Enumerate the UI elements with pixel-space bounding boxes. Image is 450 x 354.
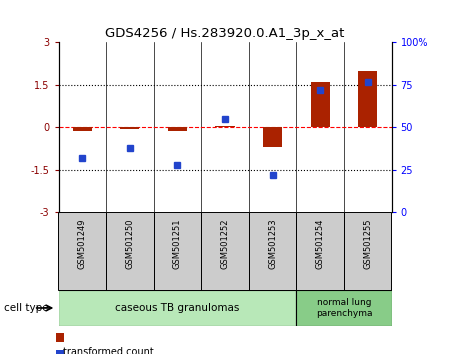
Bar <box>216 126 234 127</box>
Bar <box>58 212 106 290</box>
Bar <box>263 127 282 147</box>
Text: GSM501253: GSM501253 <box>268 219 277 269</box>
Bar <box>297 212 344 290</box>
Text: GSM501249: GSM501249 <box>78 219 87 269</box>
Title: GDS4256 / Hs.283920.0.A1_3p_x_at: GDS4256 / Hs.283920.0.A1_3p_x_at <box>105 27 345 40</box>
Bar <box>153 212 201 290</box>
Text: GSM501250: GSM501250 <box>126 219 135 269</box>
Text: GSM501252: GSM501252 <box>220 219 230 269</box>
Text: GSM501251: GSM501251 <box>173 219 182 269</box>
Bar <box>201 212 249 290</box>
Bar <box>56 350 64 354</box>
Bar <box>58 290 297 326</box>
Bar <box>168 127 187 131</box>
Text: GSM501255: GSM501255 <box>363 219 372 269</box>
Text: GSM501254: GSM501254 <box>315 219 324 269</box>
Bar <box>344 212 392 290</box>
Bar <box>310 82 330 127</box>
Bar <box>106 212 153 290</box>
Text: cell type: cell type <box>4 303 49 313</box>
Bar <box>56 333 64 342</box>
Text: transformed count: transformed count <box>63 347 154 354</box>
Text: caseous TB granulomas: caseous TB granulomas <box>115 303 239 313</box>
Bar <box>73 127 92 131</box>
Bar <box>358 71 377 127</box>
Bar <box>297 290 392 326</box>
Bar <box>249 212 297 290</box>
Bar <box>120 127 140 129</box>
Text: normal lung
parenchyma: normal lung parenchyma <box>316 298 372 318</box>
